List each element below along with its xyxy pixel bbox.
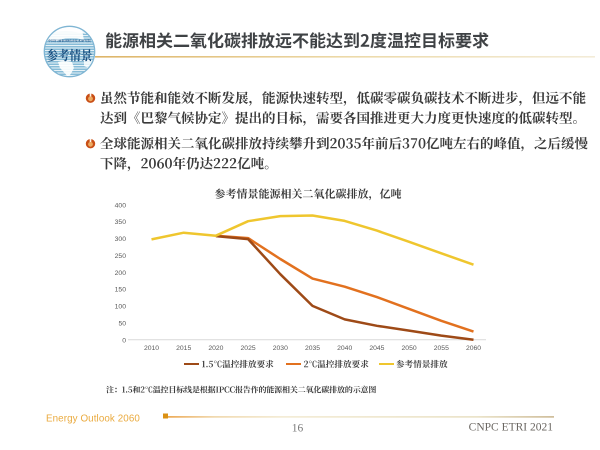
svg-text:2040: 2040 bbox=[337, 345, 352, 352]
svg-text:2045: 2045 bbox=[369, 345, 384, 352]
svg-text:2060: 2060 bbox=[466, 345, 481, 352]
svg-text:2055: 2055 bbox=[434, 345, 449, 352]
svg-text:400: 400 bbox=[115, 202, 127, 209]
svg-text:CNPC ETRI 2021: CNPC ETRI 2021 bbox=[469, 422, 554, 434]
svg-text:2030: 2030 bbox=[273, 345, 288, 352]
svg-text:300: 300 bbox=[115, 236, 127, 243]
svg-text:2010: 2010 bbox=[144, 345, 159, 352]
svg-text:350: 350 bbox=[115, 219, 127, 226]
svg-text:0: 0 bbox=[122, 337, 126, 344]
svg-text:200: 200 bbox=[115, 270, 127, 277]
svg-text:100: 100 bbox=[115, 304, 127, 311]
svg-text:2050: 2050 bbox=[402, 345, 417, 352]
svg-text:Energy Outlook 2060: Energy Outlook 2060 bbox=[46, 414, 140, 425]
svg-text:2025: 2025 bbox=[241, 345, 256, 352]
svg-text:50: 50 bbox=[118, 320, 126, 327]
svg-text:250: 250 bbox=[115, 253, 127, 260]
svg-text:2035: 2035 bbox=[305, 345, 320, 352]
svg-text:2015: 2015 bbox=[176, 345, 191, 352]
svg-text:150: 150 bbox=[115, 287, 127, 294]
svg-text:2020: 2020 bbox=[208, 345, 223, 352]
svg-text:16: 16 bbox=[292, 423, 304, 435]
